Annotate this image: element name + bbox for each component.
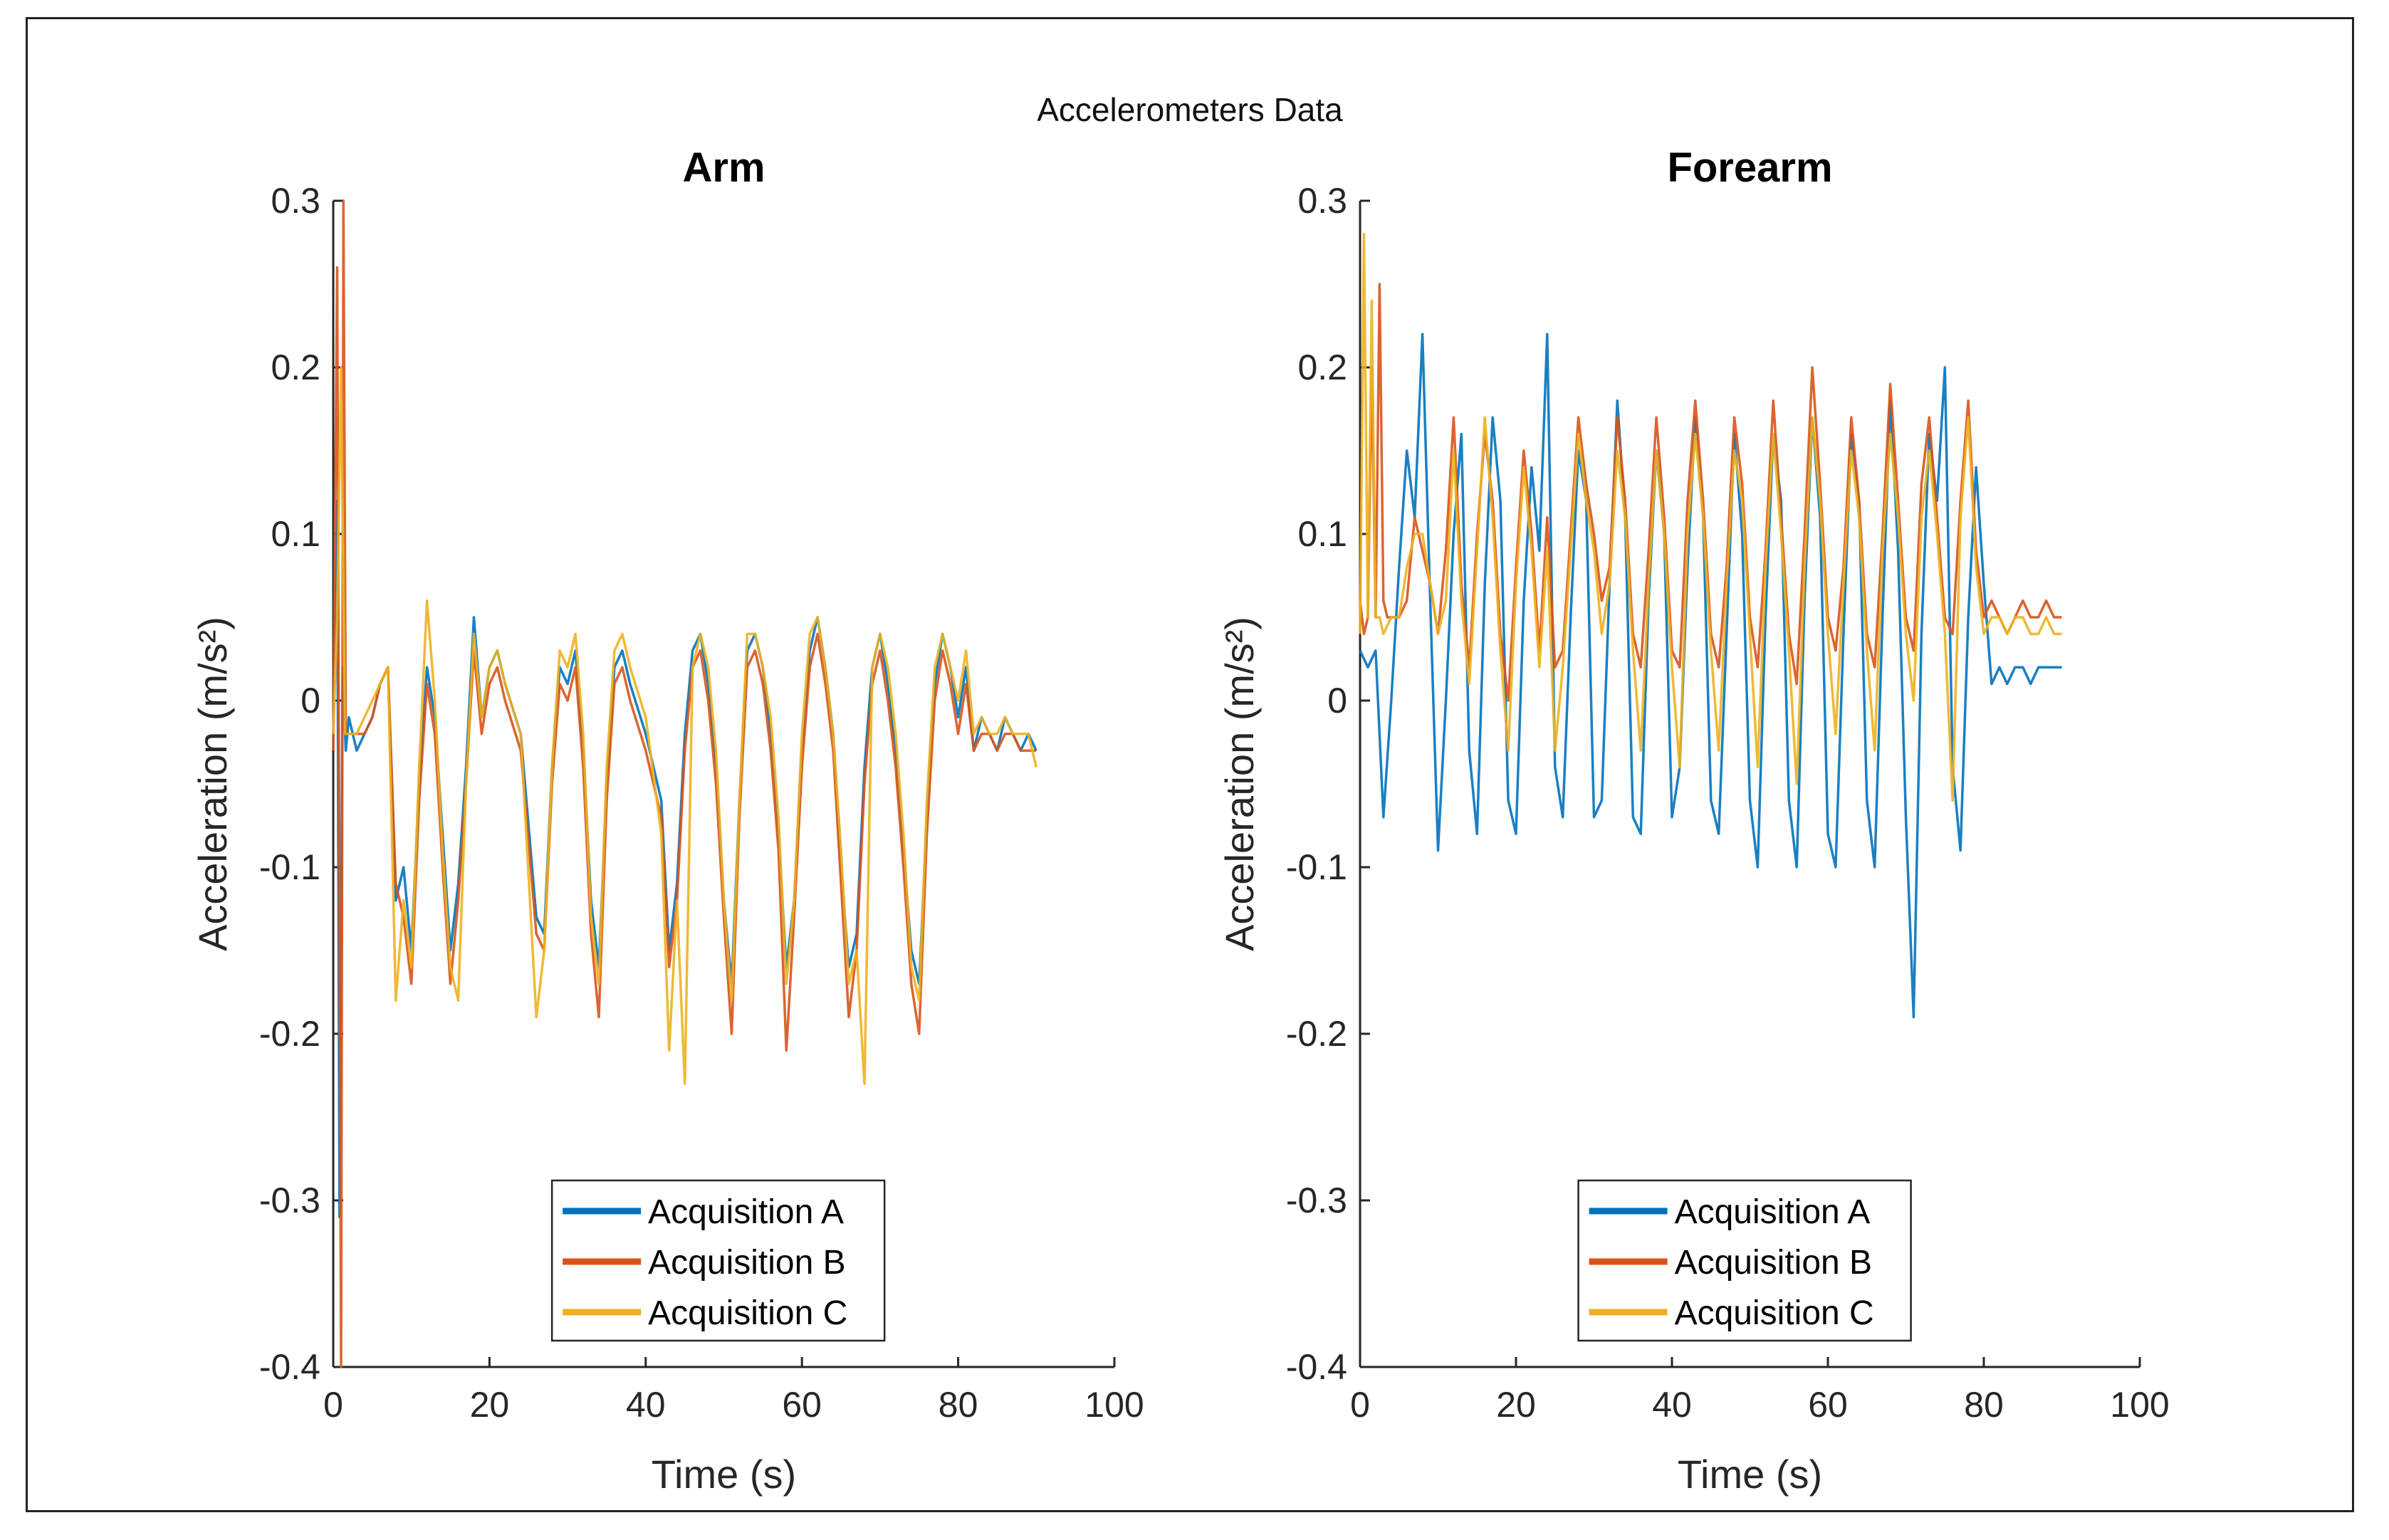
panel-2-y-tick-label: 0 [1327, 681, 1347, 721]
panel-2-x-tick-label: 100 [2110, 1385, 2169, 1425]
panel-1-legend-label-c: Acquisition C [648, 1294, 847, 1332]
panel-1-x-tick-label: 60 [782, 1385, 822, 1425]
panel-1-y-tick-label: 0.1 [271, 514, 320, 554]
panel-1-x-tick-label: 80 [939, 1385, 978, 1425]
panel-1-title: Arm [682, 145, 765, 191]
panel-2-x-axis-label: Time (s) [1678, 1452, 1822, 1497]
panel-2-legend-label-b: Acquisition B [1675, 1244, 1872, 1282]
panel-2-series-b-line [1359, 283, 2062, 702]
panel-1-y-tick-label: -0.4 [259, 1347, 320, 1387]
panel-1-legend-label-a: Acquisition A [648, 1193, 844, 1231]
panel-1-x-axis-label: Time (s) [652, 1452, 796, 1497]
panel-1-series-a-line [332, 499, 1037, 1219]
panel-2-x-tick-label: 20 [1496, 1385, 1536, 1425]
panel-2-x-tick-label: 0 [1350, 1385, 1370, 1425]
panel-2-y-tick-label: 0.1 [1297, 514, 1347, 554]
panel-1-y-tick-label: -0.1 [259, 847, 320, 887]
panel-1-series-b-line [332, 199, 1037, 1368]
figure-title: Accelerometers Data [1037, 91, 1343, 128]
panel-2-x-tick-label: 40 [1652, 1385, 1692, 1425]
panel-2-y-tick-label: 0.3 [1297, 181, 1347, 221]
panel-1-legend-label-b: Acquisition B [648, 1244, 845, 1282]
panel-2-y-tick-label: -0.1 [1286, 847, 1347, 887]
panel-2-plot: 0 20 40 60 80 100 0.3 0.2 0.1 0 -0.1 -0.2 -0.3 -0.4 Fo… [1217, 145, 2170, 1497]
panel-2-y-axis-label: Acceleration (m/s²) [1217, 617, 1262, 951]
figure-frame: Accelerometers Data [26, 17, 2354, 1512]
panel-1-x-tick-label: 100 [1084, 1385, 1144, 1425]
panel-1-y-axis-label: Acceleration (m/s²) [190, 617, 235, 951]
panel-1-y-tick-label: -0.2 [259, 1014, 320, 1054]
panel-2-y-tick-label: -0.2 [1286, 1014, 1347, 1054]
panel-2-series-a-line [1359, 332, 2062, 1019]
panel-1-y-tick-label: 0.3 [271, 181, 320, 221]
panel-2-y-tick-label: -0.3 [1286, 1180, 1347, 1220]
panel-2-legend-label-c: Acquisition C [1675, 1294, 1874, 1332]
panel-2-y-tick-label: -0.4 [1286, 1347, 1347, 1387]
panel-1-legend: Acquisition A Acquisition B Acquisition C [550, 1179, 886, 1342]
panel-1-x-tick-label: 20 [470, 1385, 510, 1425]
panel-1-x-tick-label: 40 [626, 1385, 666, 1425]
panel-2-x-tick-label: 80 [1964, 1385, 2004, 1425]
panel-1-series-c-line [332, 366, 1038, 1085]
panel-1-y-tick-label: 0.2 [271, 347, 320, 387]
panel-1-y-tick-label: -0.3 [259, 1180, 320, 1220]
panel-1-y-tick-label: 0 [300, 681, 320, 721]
panel-2-legend-label-a: Acquisition A [1675, 1193, 1871, 1231]
panel-2-y-tick-label: 0.2 [1297, 347, 1347, 387]
panel-1-plot: 0 20 40 60 80 100 0.3 0.2 0.1 0 -0.1 -0.2 -0.3 -0.4 Ar… [190, 145, 1144, 1497]
panel-2-legend: Acquisition A Acquisition B Acquisition C [1577, 1179, 1912, 1342]
panel-2-title: Forearm [1667, 145, 1832, 191]
panel-1-x-tick-label: 0 [323, 1385, 343, 1425]
panel-2-series-c-line [1359, 233, 2062, 802]
panel-2-x-tick-label: 60 [1808, 1385, 1848, 1425]
